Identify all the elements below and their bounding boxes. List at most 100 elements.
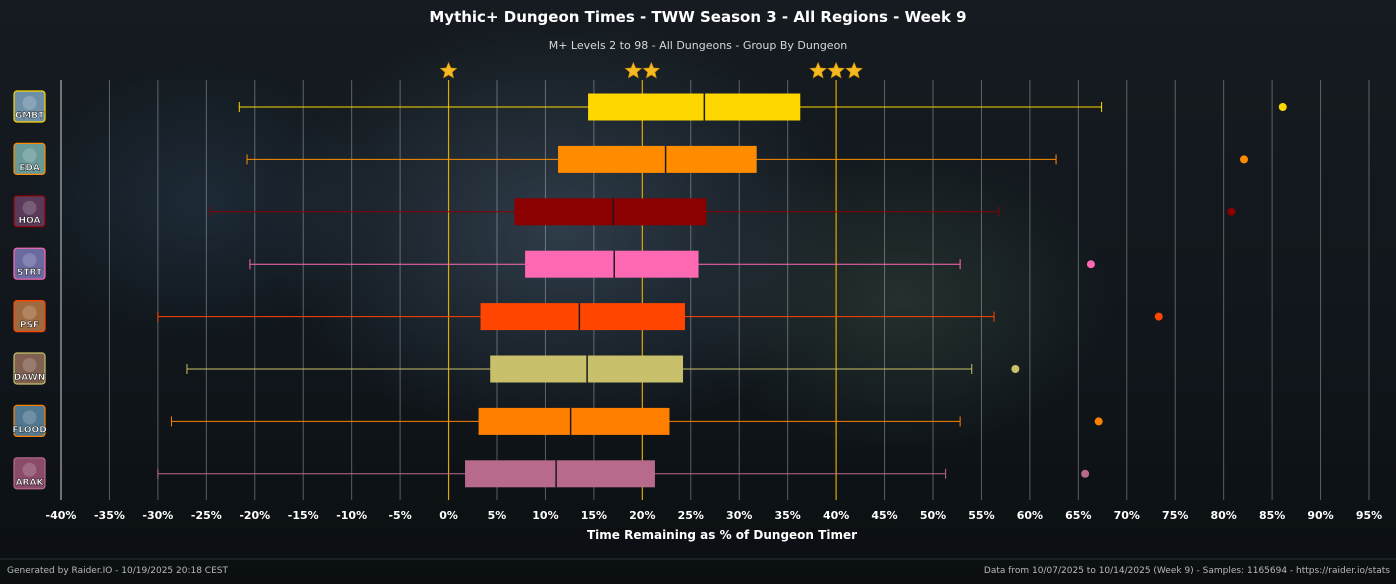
dungeon-label: GMBT xyxy=(15,111,45,121)
box-flood xyxy=(170,407,1103,435)
dungeon-icon-frame xyxy=(13,142,46,175)
x-tick-label: 85% xyxy=(1259,509,1285,522)
x-tick-label: 10% xyxy=(532,509,558,522)
dungeon-icon-psf: PSF xyxy=(13,300,46,333)
dungeon-icon-flood: FLOOD xyxy=(12,404,47,437)
dungeon-labels: GMBT EDA HOA STRT PSF DAWN FLOOD ARAK xyxy=(12,90,47,490)
x-tick-label: 40% xyxy=(823,509,849,522)
dungeon-label: EDA xyxy=(19,163,40,173)
x-tick-label: 75% xyxy=(1162,509,1188,522)
x-tick-label: 45% xyxy=(871,509,897,522)
dungeon-label: STRT xyxy=(17,268,43,278)
dungeon-icon-frame xyxy=(13,300,46,333)
dungeon-label: FLOOD xyxy=(12,425,46,435)
dungeon-icon-frame xyxy=(13,195,46,228)
dungeon-icon-art xyxy=(22,305,37,320)
dungeon-icon-strt: STRT xyxy=(13,247,46,280)
iqr-box xyxy=(465,460,655,488)
dungeon-icon-dawn: DAWN xyxy=(13,352,46,385)
x-tick-label: 55% xyxy=(968,509,994,522)
x-tick-label: 30% xyxy=(726,509,752,522)
box-strt xyxy=(249,250,1095,278)
x-tick-label: -20% xyxy=(239,509,270,522)
iqr-box xyxy=(480,303,685,331)
x-tick-label: 60% xyxy=(1017,509,1043,522)
dungeon-icon-art xyxy=(22,358,37,372)
x-tick-label: -35% xyxy=(94,509,125,522)
x-tick-label: 90% xyxy=(1307,509,1333,522)
star-icon xyxy=(845,61,863,79)
outlier-point xyxy=(1278,103,1287,111)
dungeon-icon-arak: ARAK xyxy=(13,457,46,490)
box-dawn xyxy=(186,355,1020,383)
chart-subtitle: M+ Levels 2 to 98 - All Dungeons - Group… xyxy=(549,39,848,52)
grid-layer xyxy=(60,80,1370,500)
x-tick-label: 50% xyxy=(920,509,946,522)
dungeon-icon-art xyxy=(22,253,37,268)
x-tick-label: 35% xyxy=(774,509,800,522)
iqr-box xyxy=(558,145,757,173)
x-tick-label: 70% xyxy=(1114,509,1140,522)
x-tick-label: 95% xyxy=(1356,509,1382,522)
star-icon xyxy=(642,61,661,79)
dungeon-icon-eda: EDA xyxy=(13,142,46,175)
box-eda xyxy=(246,145,1249,173)
box-psf xyxy=(157,303,1163,331)
star-icon xyxy=(809,61,827,79)
x-axis-title: Time Remaining as % of Dungeon Timer xyxy=(587,528,857,542)
iqr-box xyxy=(514,198,707,226)
x-tick-label: -5% xyxy=(388,509,411,522)
iqr-box xyxy=(588,93,801,121)
star-icon xyxy=(827,61,845,79)
outlier-point xyxy=(1227,207,1236,216)
star-icon xyxy=(624,61,643,79)
dungeon-icon-frame xyxy=(13,247,46,280)
dungeon-icon-art xyxy=(22,410,37,425)
outlier-point xyxy=(1094,417,1103,426)
iqr-box xyxy=(478,407,670,435)
x-tick-label: -40% xyxy=(46,509,77,522)
x-tick-label: 20% xyxy=(629,509,655,522)
x-tick-label: -25% xyxy=(191,509,222,522)
star-icon xyxy=(439,61,458,79)
dungeon-icon-art xyxy=(22,148,37,163)
x-tick-label: -10% xyxy=(336,509,367,522)
dungeon-icon-hoa: HOA xyxy=(13,195,46,228)
x-tick-label: -15% xyxy=(288,509,319,522)
chart-title: Mythic+ Dungeon Times - TWW Season 3 - A… xyxy=(429,8,966,26)
x-tick-label: 65% xyxy=(1065,509,1091,522)
x-tick-label: 0% xyxy=(439,509,458,522)
box-hoa xyxy=(209,198,1236,226)
box-gmbt xyxy=(238,93,1287,121)
x-tick-label: -30% xyxy=(142,509,173,522)
x-tick-label: 80% xyxy=(1210,509,1236,522)
outlier-point xyxy=(1081,469,1090,478)
star-markers xyxy=(439,61,863,79)
box-arak xyxy=(157,460,1090,488)
outlier-point xyxy=(1154,312,1163,321)
dungeon-label: DAWN xyxy=(14,373,46,383)
dungeon-label: ARAK xyxy=(16,478,45,488)
dungeon-icon-art xyxy=(22,96,37,110)
footer-data-range: Data from 10/07/2025 to 10/14/2025 (Week… xyxy=(984,566,1390,576)
x-axis-ticks: -40% -35% -30% -25% -20% -15% -10% -5% 0% 5% 10% 15… xyxy=(46,509,1383,522)
dungeon-label: HOA xyxy=(19,216,41,226)
x-tick-label: 25% xyxy=(678,509,704,522)
dungeon-icon-frame xyxy=(13,457,46,490)
dungeon-icon-art xyxy=(22,200,37,215)
outlier-point xyxy=(1240,155,1249,164)
dungeon-label: PSF xyxy=(20,321,39,331)
dungeon-icon-gmbt: GMBT xyxy=(13,90,46,123)
dungeon-icon-frame xyxy=(13,404,46,437)
dungeon-icon-art xyxy=(22,462,37,477)
footer-generated: Generated by Raider.IO - 10/19/2025 20:1… xyxy=(7,566,228,576)
dungeon-icon-frame xyxy=(13,352,46,385)
iqr-box xyxy=(525,250,699,278)
x-tick-label: 15% xyxy=(581,509,607,522)
outlier-point xyxy=(1086,260,1095,269)
x-tick-label: 5% xyxy=(488,509,507,522)
dungeon-icon-frame xyxy=(13,90,46,123)
series-layer xyxy=(157,93,1287,488)
outlier-point xyxy=(1011,365,1020,373)
